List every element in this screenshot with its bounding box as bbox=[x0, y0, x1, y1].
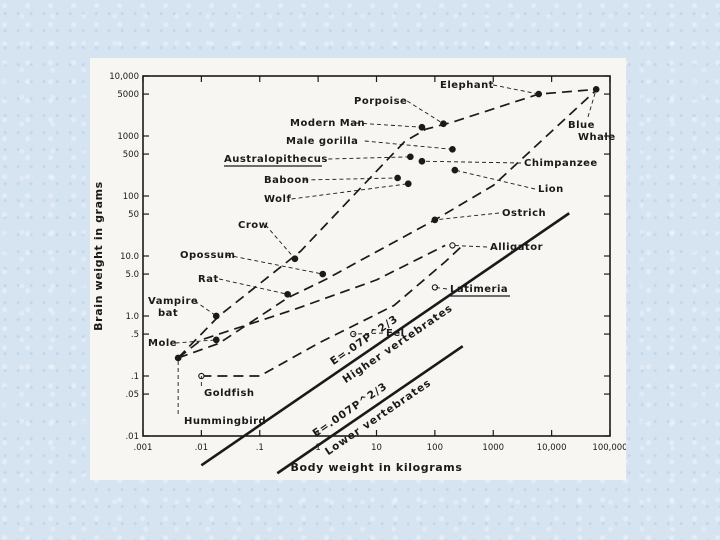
leader-lion bbox=[454, 169, 536, 190]
label-baboon: Baboon bbox=[264, 175, 309, 186]
leader-male-gorilla bbox=[364, 140, 453, 150]
leader-porpoise bbox=[406, 100, 444, 125]
x-tick-label: .001 bbox=[134, 443, 153, 453]
label-vampire-bat: Vampire bat bbox=[148, 296, 198, 319]
label-elephant: Elephant bbox=[440, 80, 494, 91]
higher-vertebrates-line bbox=[200, 212, 570, 467]
x-tick-label: 100,000 bbox=[592, 443, 626, 453]
leader-modern-man bbox=[355, 122, 422, 128]
higher-lower-boundary bbox=[177, 88, 598, 359]
label-wolf: Wolf bbox=[264, 194, 291, 205]
label-hummingbird: Hummingbird bbox=[184, 416, 266, 427]
axis-ticks: .001.01.1 1 10 100 1000 10,000 100,000.01.05.1… bbox=[109, 72, 626, 453]
leader-eel bbox=[353, 332, 384, 335]
point-blue-whale bbox=[592, 85, 600, 93]
leader-baboon bbox=[304, 177, 398, 181]
leader-elephant bbox=[493, 84, 539, 95]
y-tick-label: 5000 bbox=[117, 90, 139, 100]
label-ostrich: Ostrich bbox=[502, 208, 546, 219]
label-blue-whale: Blue Whale bbox=[568, 120, 616, 143]
lower-lower-boundary bbox=[201, 244, 464, 377]
y-axis-title: Brain weight in grams bbox=[92, 181, 105, 331]
leader-rat bbox=[219, 278, 288, 295]
y-tick-label: 50 bbox=[128, 210, 139, 220]
y-tick-label: 500 bbox=[123, 150, 139, 160]
chart-photo: E=.07P^2/3 Higher vertebrates E=.007P^2/3 L… bbox=[90, 58, 626, 480]
point-elephant bbox=[535, 90, 543, 98]
x-tick-label: 10 bbox=[371, 443, 382, 453]
point-alligator bbox=[449, 242, 456, 249]
lower-upper-boundary bbox=[177, 244, 446, 359]
leader-vampire-bat bbox=[194, 300, 217, 317]
y-tick-label: 1000 bbox=[117, 132, 139, 142]
y-tick-label: 1.0 bbox=[125, 312, 139, 322]
label-crow: Crow bbox=[238, 220, 268, 231]
lower-vertebrates-line bbox=[276, 345, 464, 475]
leader-opossum bbox=[226, 254, 323, 275]
leader-ostrich bbox=[434, 212, 500, 221]
y-tick-label: .5 bbox=[131, 330, 139, 340]
y-tick-label: 10,000 bbox=[109, 72, 139, 82]
x-tick-label: 1 bbox=[315, 443, 320, 453]
x-tick-label: 1000 bbox=[482, 443, 504, 453]
point-opossum bbox=[319, 270, 327, 278]
x-tick-label: 100 bbox=[427, 443, 443, 453]
label-latimeria: Latimeria bbox=[450, 284, 508, 295]
label-modern-man: Modern Man bbox=[290, 118, 365, 129]
boundary-lines bbox=[177, 88, 598, 377]
label-australopithecus: Australopithecus bbox=[224, 154, 328, 165]
leader-alligator bbox=[452, 244, 488, 248]
label-leaders bbox=[175, 84, 597, 414]
point-lion bbox=[451, 166, 459, 174]
y-tick-label: 10.0 bbox=[120, 252, 139, 262]
leader-chimpanzee bbox=[421, 160, 522, 164]
y-tick-label: .01 bbox=[125, 432, 139, 442]
y-tick-label: 5.0 bbox=[125, 270, 139, 280]
point-crow bbox=[291, 255, 299, 263]
x-tick-label: 10,000 bbox=[537, 443, 567, 453]
point-labels: Elephant Blue Whale Porpoise Modern Man Male … bbox=[148, 80, 616, 427]
point-porpoise bbox=[440, 120, 447, 128]
leader-wolf bbox=[291, 183, 409, 200]
label-rat: Rat bbox=[198, 274, 219, 285]
leader-australopithecus bbox=[328, 156, 411, 160]
label-porpoise: Porpoise bbox=[354, 96, 407, 107]
x-axis-title: Body weight in kilograms bbox=[291, 461, 463, 474]
leader-blue-whale bbox=[587, 89, 597, 118]
leader-crow bbox=[265, 224, 296, 260]
label-chimpanzee: Chimpanzee bbox=[524, 158, 598, 169]
y-tick-label: 100 bbox=[123, 192, 139, 202]
label-alligator: Alligator bbox=[490, 242, 543, 253]
label-male-gorilla: Male gorilla bbox=[286, 136, 358, 147]
leader-latimeria bbox=[434, 286, 448, 290]
label-mole: Mole bbox=[148, 338, 177, 349]
higher-upper-boundary bbox=[177, 88, 598, 359]
label-goldfish: Goldfish bbox=[204, 388, 255, 399]
label-eel: Eel bbox=[386, 328, 405, 339]
x-tick-label: .1 bbox=[256, 443, 264, 453]
x-tick-label: .01 bbox=[195, 443, 209, 453]
label-opossum: Opossum bbox=[180, 250, 235, 261]
y-tick-label: .05 bbox=[125, 390, 139, 400]
y-tick-label: .1 bbox=[131, 372, 139, 382]
label-lion: Lion bbox=[538, 184, 564, 195]
